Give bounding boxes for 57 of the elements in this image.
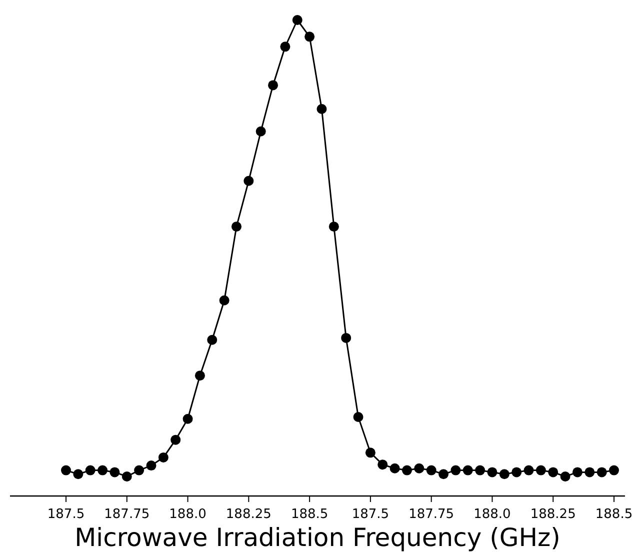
point: [146, 460, 156, 471]
x-tick-label: 188.0: [169, 507, 206, 522]
point: [316, 104, 327, 114]
point: [110, 467, 120, 478]
point: [438, 469, 449, 480]
point: [61, 465, 71, 476]
point: [268, 80, 278, 90]
point: [596, 467, 607, 478]
point: [414, 463, 424, 474]
point: [207, 334, 218, 345]
point: [462, 465, 473, 476]
x-tick-label: 188.0: [474, 507, 511, 522]
x-tick-label: 187.5: [352, 507, 390, 522]
x-tick-label: 187.75: [408, 507, 454, 522]
point: [85, 465, 96, 476]
point: [499, 469, 510, 480]
point: [426, 465, 436, 476]
point: [402, 465, 412, 476]
point: [390, 463, 400, 474]
point: [328, 222, 339, 232]
point: [548, 467, 558, 478]
point: [353, 412, 364, 422]
point: [182, 414, 193, 424]
point: [280, 42, 290, 52]
point: [487, 467, 498, 478]
point: [73, 469, 84, 480]
x-tick-label: 188.25: [226, 507, 272, 522]
point: [341, 332, 352, 343]
point: [98, 465, 108, 476]
x-tick-label: 187.75: [104, 507, 150, 522]
x-axis-title: Microwave Irradiation Frequency (GHz): [74, 523, 560, 552]
point: [219, 295, 230, 306]
point: [304, 32, 315, 42]
point: [450, 465, 461, 476]
point: [512, 467, 522, 478]
point: [584, 467, 595, 478]
point: [194, 370, 205, 381]
point: [231, 222, 242, 232]
point: [572, 467, 582, 478]
x-tick-label: 187.5: [47, 507, 85, 522]
point: [122, 471, 132, 482]
point: [292, 15, 302, 25]
point: [170, 434, 181, 445]
point: [560, 471, 570, 482]
point: [536, 465, 546, 476]
point: [524, 465, 534, 476]
point: [158, 452, 168, 462]
point: [134, 465, 144, 476]
point: [244, 176, 254, 186]
point: [365, 448, 376, 458]
point: [609, 465, 619, 476]
point: [475, 465, 486, 476]
x-tick-label: 188.5: [595, 507, 633, 522]
x-tick-label: 188.5: [290, 507, 328, 522]
point: [256, 126, 266, 136]
point: [378, 460, 388, 470]
x-tick-label: 188.25: [530, 507, 576, 522]
